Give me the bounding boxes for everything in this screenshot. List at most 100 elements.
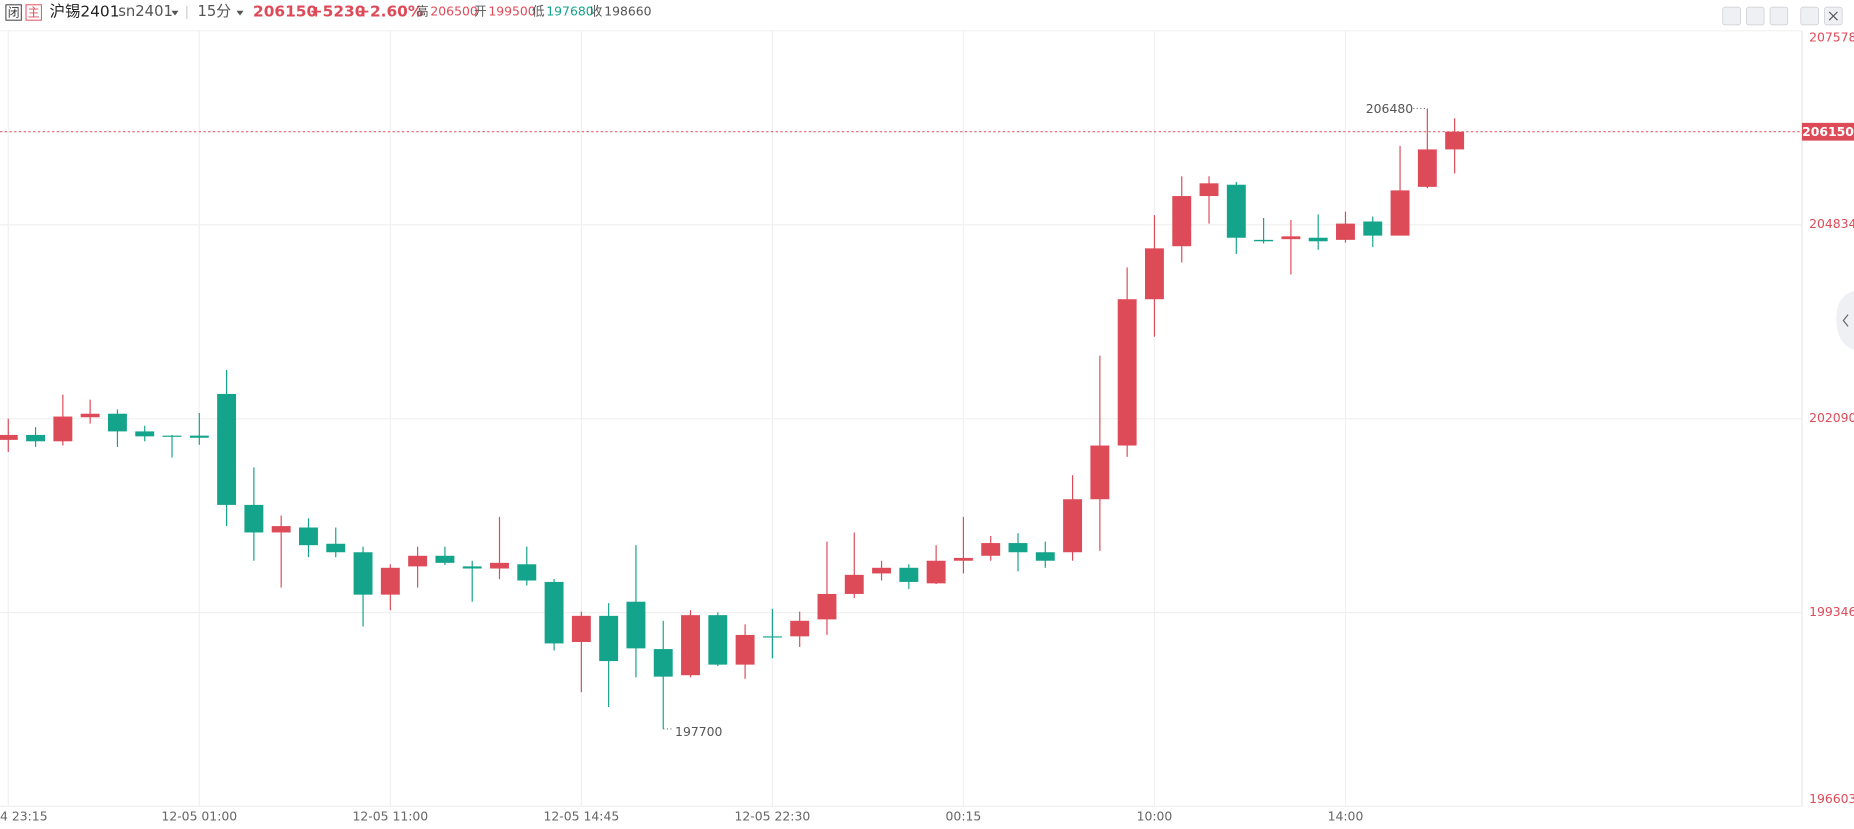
- y-tick-label: 196603: [1809, 791, 1854, 806]
- candle-body: [380, 567, 400, 595]
- candle-body: [735, 634, 755, 665]
- candle-body: [244, 504, 264, 533]
- candle-body: [981, 543, 1001, 556]
- candle-body: [1336, 223, 1355, 240]
- candle-body: [1172, 196, 1192, 247]
- candle-body: [844, 574, 864, 594]
- max-label: 206480: [1366, 101, 1413, 116]
- candle-body: [1144, 248, 1164, 300]
- status: 闭: [8, 6, 20, 20]
- candle-body: [708, 615, 728, 665]
- candle-body: [353, 552, 373, 595]
- open-value: 199500: [488, 3, 535, 18]
- candle-body: [872, 567, 892, 574]
- candle-body: [326, 543, 346, 553]
- candle-body: [1254, 239, 1274, 242]
- candle-body: [107, 413, 127, 432]
- candle-body: [1363, 221, 1383, 236]
- candle-body: [571, 615, 591, 643]
- min-label: 197700: [675, 724, 722, 739]
- y-tick-label: 204834: [1809, 216, 1854, 231]
- candle-body: [80, 413, 100, 418]
- y-tick-label: 207578: [1809, 29, 1854, 44]
- candle-body: [626, 601, 646, 649]
- main-tag[interactable]: 主: [28, 6, 40, 20]
- x-tick-label: 10:00: [1137, 809, 1173, 824]
- last-price-tag: [1801, 122, 1854, 141]
- tool-button[interactable]: [1722, 6, 1741, 26]
- candle-body: [1417, 149, 1437, 187]
- candle-body: [1445, 131, 1465, 150]
- x-tick-label: 12-05 11:00: [352, 809, 428, 824]
- candle-body: [408, 555, 428, 567]
- high-label: 高: [416, 3, 428, 18]
- close-label: 收: [590, 3, 602, 18]
- candle-body: [26, 434, 46, 442]
- candle-body: [217, 393, 237, 505]
- high-value: 206500: [430, 3, 477, 18]
- change-pct: +2.60%: [357, 2, 423, 20]
- candle-body: [1390, 190, 1410, 236]
- change: +5230: [310, 2, 366, 20]
- side-tab[interactable]: [1836, 290, 1854, 351]
- candle-body: [271, 526, 291, 533]
- expand-button[interactable]: [1800, 6, 1819, 26]
- candle-body: [790, 620, 810, 637]
- candle-body: [899, 567, 919, 582]
- tool-button[interactable]: [1746, 6, 1765, 26]
- candle-body: [299, 527, 318, 546]
- candle-body: [1226, 184, 1246, 238]
- low-label: 低: [532, 3, 544, 18]
- tool-button[interactable]: [1769, 6, 1789, 26]
- symbol-name[interactable]: 沪锡2401: [50, 2, 120, 20]
- candle-body: [162, 435, 182, 437]
- candle-body: [681, 615, 700, 676]
- candle-body: [1063, 499, 1083, 553]
- last-price-label: 206150: [1802, 124, 1854, 139]
- period[interactable]: 15分: [197, 3, 231, 20]
- candle-body: [1008, 543, 1028, 553]
- x-tick-label: 12-05 14:45: [543, 809, 619, 824]
- y-tick-label: 199346: [1809, 604, 1854, 619]
- candle-body: [517, 564, 537, 581]
- x-tick-label: 14:00: [1328, 809, 1364, 824]
- candle-body: [1199, 183, 1219, 197]
- y-tick-label: 202090: [1809, 410, 1854, 425]
- candle-body: [1117, 299, 1137, 446]
- x-tick-label: 12-05 22:30: [735, 809, 811, 824]
- x-tick-label: 12-05 01:00: [161, 809, 237, 824]
- candle-body: [435, 555, 455, 563]
- candle-body: [653, 649, 673, 677]
- symbol-code[interactable]: sn2401: [118, 3, 173, 20]
- candle-body: [926, 560, 946, 584]
- candle-body: [0, 434, 18, 440]
- candle-body: [135, 431, 155, 437]
- candle-body: [544, 581, 564, 644]
- low-value: 197680: [546, 3, 593, 18]
- open-label: 开: [474, 3, 486, 18]
- main-box[interactable]: [25, 4, 42, 21]
- close-icon: [1828, 11, 1838, 21]
- caret[interactable]: [171, 10, 179, 16]
- candle-body: [1035, 552, 1055, 561]
- candle-body: [953, 557, 973, 561]
- candle-body: [599, 615, 619, 662]
- price: 206150: [253, 2, 317, 20]
- candle-body: [817, 593, 837, 620]
- x-tick-label: 00:15: [946, 809, 982, 824]
- candle-body: [1090, 445, 1110, 500]
- close-value: 198660: [604, 3, 651, 18]
- status-box: [5, 4, 22, 21]
- side-tab-icon: [1842, 314, 1849, 327]
- candle-body: [53, 416, 73, 442]
- caret[interactable]: [236, 10, 244, 16]
- candle-body: [189, 435, 209, 438]
- candle-body: [462, 566, 482, 569]
- candle-body: [762, 636, 782, 638]
- candle-body: [490, 562, 509, 569]
- x-tick-label: 4 23:15: [0, 809, 48, 824]
- candle-body: [1308, 237, 1328, 242]
- candle-body: [1281, 236, 1301, 240]
